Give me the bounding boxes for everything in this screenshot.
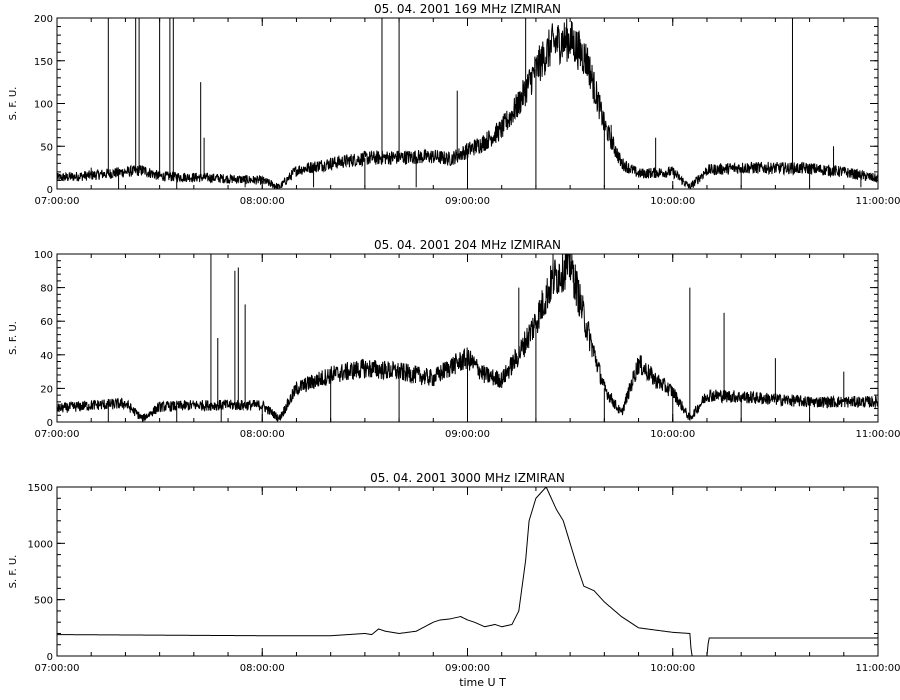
series-line xyxy=(57,487,878,656)
y-tick-label: 500 xyxy=(34,596,53,607)
plot-area xyxy=(57,254,878,422)
plot-area xyxy=(57,18,878,189)
y-axis-label: S. F. U. xyxy=(8,87,19,121)
x-axis-label: time U T xyxy=(459,676,506,689)
x-tick-label: 08:00:00 xyxy=(240,429,285,440)
y-tick-label: 60 xyxy=(40,317,53,328)
chart-title: 05. 04. 2001 169 MHz IZMIRAN xyxy=(374,2,561,16)
y-tick-label: 100 xyxy=(34,100,53,111)
y-tick-label: 100 xyxy=(34,250,53,261)
chart-1: 05. 04. 2001 169 MHz IZMIRAN S. F. U. 0 50 1… xyxy=(8,2,900,207)
y-tick-label: 1000 xyxy=(28,539,53,550)
x-tick-label: 11:00:00 xyxy=(856,663,900,674)
x-tick-label: 08:00:00 xyxy=(240,663,285,674)
chart-2: 05. 04. 2001 204 MHz IZMIRAN S. F. U. 0 20 4… xyxy=(8,238,900,440)
x-tick-label: 10:00:00 xyxy=(650,429,695,440)
x-tick-label: 08:00:00 xyxy=(240,196,285,207)
series-line xyxy=(57,18,878,189)
y-tick-label: 0 xyxy=(47,418,53,429)
x-tick-label: 09:00:00 xyxy=(445,429,490,440)
y-tick-label: 0 xyxy=(47,185,53,196)
x-tick-label: 11:00:00 xyxy=(856,429,900,440)
plot-area xyxy=(57,487,878,656)
x-tick-label: 07:00:00 xyxy=(35,196,80,207)
y-tick-label: 20 xyxy=(40,384,53,395)
y-tick-label: 0 xyxy=(47,652,53,663)
x-tick-label: 07:00:00 xyxy=(35,663,80,674)
y-tick-label: 80 xyxy=(40,284,53,295)
chart-title: 05. 04. 2001 3000 MHz IZMIRAN xyxy=(370,471,565,485)
y-axis-label: S. F. U. xyxy=(8,321,19,355)
y-tick-label: 50 xyxy=(40,142,53,153)
y-tick-label: 1500 xyxy=(28,483,53,494)
x-tick-label: 10:00:00 xyxy=(650,196,695,207)
y-axis-label: S. F. U. xyxy=(8,555,19,589)
y-tick-label: 150 xyxy=(34,57,53,68)
x-tick-label: 07:00:00 xyxy=(35,429,80,440)
x-tick-label: 09:00:00 xyxy=(445,196,490,207)
x-tick-label: 11:00:00 xyxy=(856,196,900,207)
plot-frame xyxy=(56,486,879,657)
chart-3: 05. 04. 2001 3000 MHz IZMIRAN S. F. U. tim… xyxy=(8,471,900,689)
x-tick-label: 09:00:00 xyxy=(445,663,490,674)
x-tick-label: 10:00:00 xyxy=(650,663,695,674)
y-tick-label: 200 xyxy=(34,14,53,25)
chart-title: 05. 04. 2001 204 MHz IZMIRAN xyxy=(374,238,561,252)
y-tick-label: 40 xyxy=(40,351,53,362)
